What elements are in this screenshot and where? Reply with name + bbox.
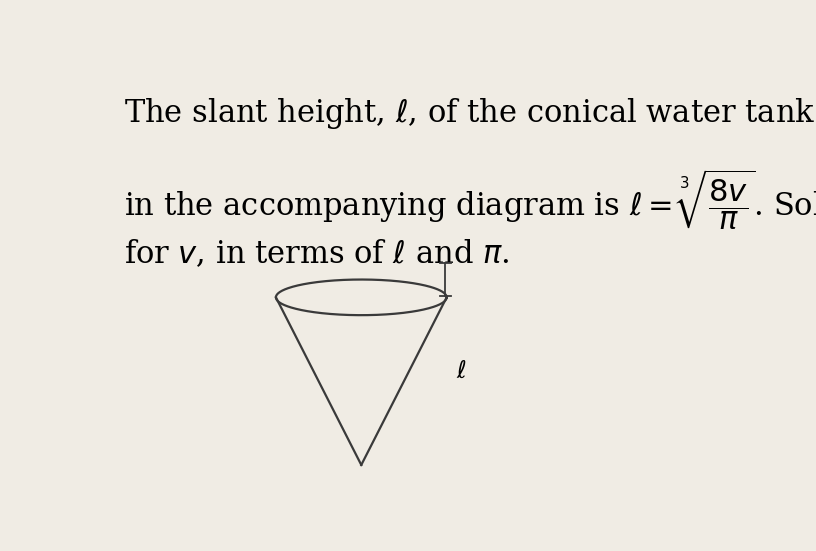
Text: in the accompanying diagram is $\ell = \sqrt[3]{\dfrac{8v}{\pi}}$. Solve: in the accompanying diagram is $\ell = \… — [124, 168, 816, 232]
Text: for $v$, in terms of $\ell$ and $\pi$.: for $v$, in terms of $\ell$ and $\pi$. — [124, 238, 510, 269]
Text: The slant height, $\ell$, of the conical water tank shown: The slant height, $\ell$, of the conical… — [124, 96, 816, 131]
Text: $\ell$: $\ell$ — [456, 360, 467, 383]
